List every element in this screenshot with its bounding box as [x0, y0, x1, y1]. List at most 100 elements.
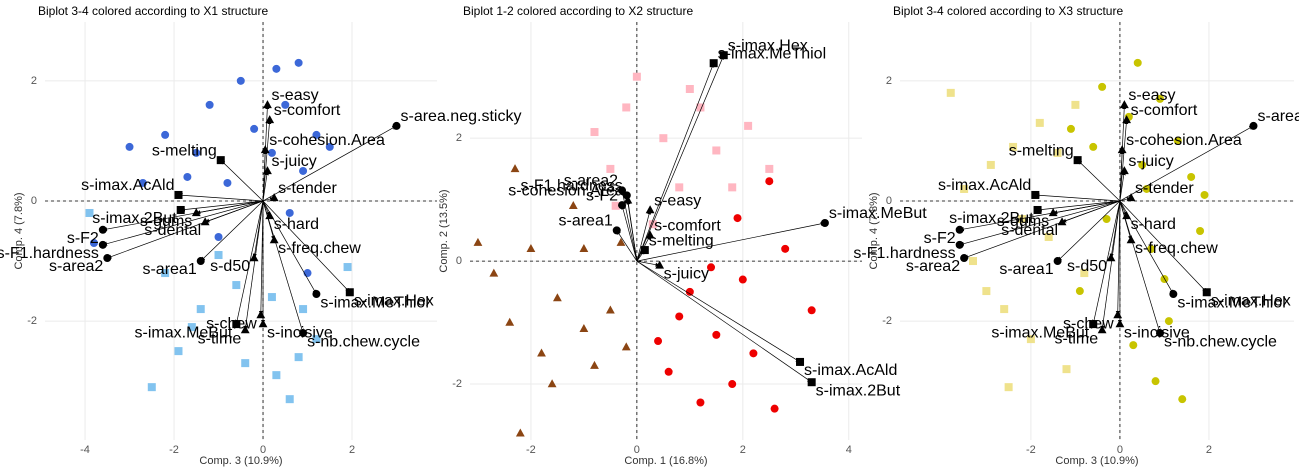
- point: [1066, 124, 1075, 133]
- variable-label: s-imax.MeThiol: [1177, 294, 1285, 311]
- point: [526, 244, 536, 253]
- point: [1071, 100, 1080, 109]
- variable-label: s-comfort: [654, 218, 721, 235]
- variable-label: s-easy: [1128, 87, 1175, 104]
- variable-label: s-imax.MeBut: [829, 205, 927, 222]
- point: [147, 383, 156, 392]
- arrow-tip: [1106, 253, 1116, 262]
- arrow-tip: [1031, 190, 1040, 199]
- arrow-tip: [1115, 319, 1125, 328]
- point: [1173, 136, 1182, 145]
- point: [1155, 94, 1164, 103]
- x-axis-label: Comp. 3 (10.9%): [199, 455, 282, 467]
- variable-label: s-area.neg.sticky: [401, 108, 522, 125]
- point: [1133, 58, 1142, 67]
- point: [622, 103, 631, 112]
- loading-arrow: [1119, 200, 1161, 334]
- variable-label: s-gums: [140, 213, 192, 230]
- loading-arrow: [262, 170, 269, 202]
- point: [1089, 142, 1098, 151]
- point: [579, 323, 589, 332]
- y-axis-label: Comp. 2 (13.5%): [438, 189, 450, 272]
- point: [537, 348, 546, 357]
- variable-label: s-d50: [210, 258, 250, 275]
- loading-arrow: [262, 119, 272, 201]
- point: [712, 330, 721, 339]
- arrow-tip: [960, 254, 969, 263]
- point: [285, 208, 294, 217]
- variable-label: s-chew: [206, 315, 257, 332]
- point: [325, 142, 334, 151]
- variable-label: s-easy: [271, 87, 318, 104]
- variable-label: s-d50: [1067, 258, 1107, 275]
- arrow-tip: [258, 319, 268, 328]
- loading-arrow: [1119, 149, 1125, 201]
- loading-arrow: [636, 260, 812, 383]
- arrow-tip: [709, 59, 718, 68]
- x-tick-label: -4: [80, 444, 90, 456]
- point: [685, 85, 694, 94]
- arrow-tip: [249, 253, 259, 262]
- variable-label: s-cohesion.Area: [1126, 132, 1242, 149]
- loading-arrow: [235, 200, 264, 325]
- point: [299, 305, 308, 314]
- arrow-tip: [719, 51, 728, 60]
- variable-label: s-imax.AcAld: [938, 177, 1031, 194]
- variable-label: s-comfort: [1131, 102, 1198, 119]
- point: [1075, 287, 1084, 296]
- arrow-tip: [1249, 121, 1258, 130]
- y-tick-label: 2: [456, 132, 462, 144]
- point: [138, 178, 147, 187]
- point: [214, 233, 223, 242]
- point: [1080, 269, 1089, 278]
- point: [982, 287, 991, 296]
- x-tick-label: 4: [846, 444, 852, 456]
- point: [749, 349, 758, 358]
- x-tick-label: 0: [260, 444, 266, 456]
- point: [272, 64, 281, 73]
- variable-label: s-cohesion.Area: [269, 132, 385, 149]
- point: [1004, 383, 1013, 392]
- loading-arrow: [262, 125, 397, 202]
- arrow-tip: [796, 357, 805, 366]
- variable-label: s-juicy: [664, 266, 709, 283]
- point: [770, 404, 779, 413]
- arrow-tip: [1089, 320, 1098, 329]
- loading-arrow: [262, 200, 351, 293]
- variable-label: s-imax.MeBut: [991, 324, 1089, 341]
- point: [1000, 305, 1009, 314]
- variable-label: s-F2: [924, 230, 956, 247]
- point: [590, 128, 599, 137]
- arrow-tip: [1113, 310, 1123, 319]
- point: [675, 183, 684, 192]
- panel-title: Biplot 3-4 colored according to X1 struc…: [38, 4, 268, 18]
- variable-label: s-tender: [278, 180, 337, 197]
- loading-arrow: [258, 200, 264, 316]
- point: [1178, 395, 1187, 404]
- variable-label: s-incisive: [267, 324, 333, 341]
- arrow-tip: [345, 288, 354, 297]
- loading-arrow: [1100, 200, 1121, 331]
- variable-label: s-nb.chew.cycle: [307, 333, 420, 350]
- variable-label: s-dental: [144, 222, 201, 239]
- variable-label: s-F2: [586, 187, 618, 204]
- point: [1017, 214, 1026, 223]
- loading-arrow: [959, 200, 1121, 246]
- variable-label: s-time: [1055, 330, 1099, 347]
- loading-arrow: [1092, 200, 1121, 325]
- point: [579, 244, 589, 253]
- loading-arrow: [1053, 200, 1120, 215]
- loading-arrow: [1035, 193, 1120, 202]
- point: [1102, 214, 1111, 223]
- point: [343, 263, 352, 272]
- point: [1044, 233, 1053, 242]
- point: [696, 103, 705, 112]
- point: [510, 164, 520, 173]
- arrow-tip: [174, 190, 183, 199]
- arrow-tip: [1048, 208, 1058, 217]
- y-axis-label: Comp. 4 (7.8%): [13, 192, 25, 269]
- point: [294, 58, 303, 67]
- loading-arrow: [262, 200, 317, 295]
- y-tick-label: 0: [886, 195, 892, 207]
- point: [161, 130, 170, 139]
